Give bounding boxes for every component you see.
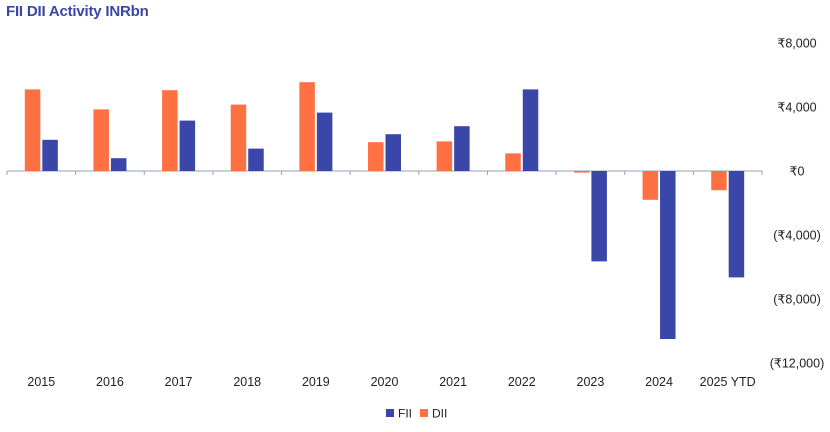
bars (24, 82, 745, 339)
bar-fii-2016 (110, 158, 127, 171)
x-tick-label: 2016 (96, 375, 124, 389)
x-tick-label: 2023 (577, 375, 605, 389)
y-tick-label: (₹12,000) (770, 357, 825, 371)
x-tick-label: 2025 YTD (700, 375, 756, 389)
x-tick-label: 2021 (439, 375, 467, 389)
y-tick-label: (₹8,000) (773, 293, 821, 307)
bar-dii-2019 (299, 82, 315, 171)
chart-title: FII DII Activity INRbn (6, 3, 149, 20)
legend-swatch-dii (420, 409, 428, 417)
legend-label-dii: DII (432, 407, 447, 421)
bar-fii-2017 (179, 120, 196, 171)
x-tick-label: 2019 (302, 375, 330, 389)
bar-dii-2018 (230, 104, 247, 171)
legend-label-fii: FII (398, 407, 412, 421)
bar-fii-2023 (591, 171, 607, 262)
x-tick-labels: 2015 2016 2017 2018 2019 2020 2021 2022 2023 2024… (27, 375, 755, 389)
bar-dii-2022 (505, 153, 521, 171)
bar-dii-2023 (573, 171, 590, 173)
x-tick-label: 2022 (508, 375, 536, 389)
bar-dii-2020 (368, 142, 384, 171)
x-tick-label: 2017 (165, 375, 193, 389)
axes (6, 170, 763, 175)
bar-fii-2024 (660, 171, 676, 339)
x-tick-label: 2015 (27, 375, 55, 389)
bar-dii-2016 (93, 109, 109, 171)
bar-dii-2025-ytd (711, 171, 727, 191)
legend: FII DII (386, 407, 447, 421)
bar-fii-2018 (248, 148, 264, 171)
bar-fii-2020 (385, 134, 401, 171)
bar-dii-2021 (436, 141, 453, 171)
bar-dii-2024 (642, 171, 659, 200)
bar-fii-2022 (522, 89, 539, 171)
bar-fii-2019 (316, 112, 333, 171)
x-tick-label: 2024 (645, 375, 673, 389)
y-tick-label: ₹0 (790, 165, 805, 179)
bar-dii-2017 (162, 90, 178, 171)
bar-dii-2015 (24, 89, 41, 171)
bar-fii-2015 (42, 139, 58, 171)
bar-fii-2021 (454, 126, 470, 171)
y-tick-label: ₹8,000 (777, 37, 816, 51)
bar-fii-2025-ytd (728, 171, 745, 278)
x-tick-label: 2018 (233, 375, 261, 389)
y-tick-label: (₹4,000) (773, 229, 821, 243)
y-tick-label: ₹4,000 (777, 101, 816, 115)
y-tick-labels: ₹8,000 ₹4,000 ₹0 (₹4,000) (₹8,000) (₹12,000) (770, 37, 825, 371)
x-tick-label: 2020 (371, 375, 399, 389)
legend-swatch-fii (386, 409, 394, 417)
